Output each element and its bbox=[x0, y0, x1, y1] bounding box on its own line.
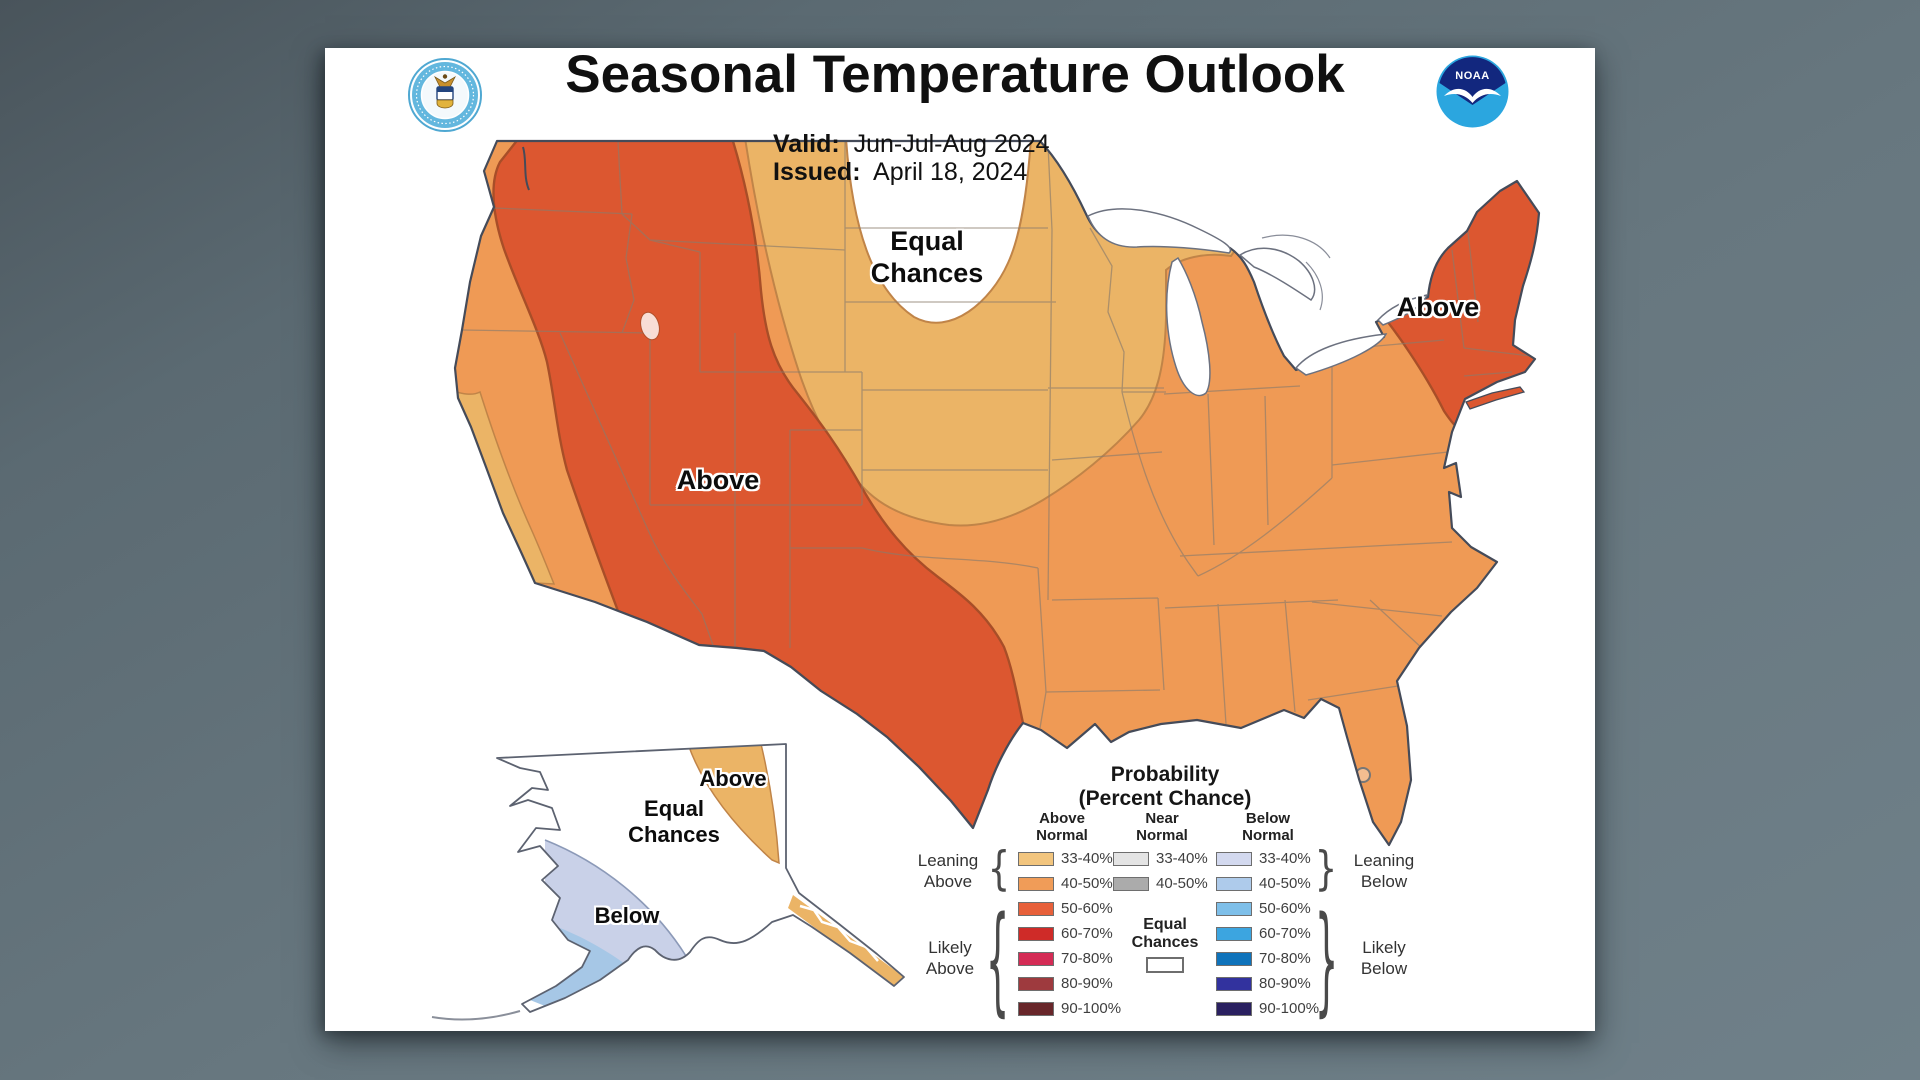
likely-above-brace: { bbox=[985, 890, 1010, 1028]
department-of-commerce-seal-icon bbox=[408, 58, 482, 132]
issued-value: April 18, 2024 bbox=[873, 158, 1028, 186]
lake-superior bbox=[1087, 208, 1232, 254]
great-lakes bbox=[1087, 208, 1429, 397]
legend-leaning-above-label: Leaning Above bbox=[917, 851, 979, 891]
state-borders bbox=[461, 141, 1531, 729]
legend-row: 50-60% bbox=[1018, 896, 1113, 921]
swatch-above-50-60 bbox=[1018, 901, 1054, 916]
legend-row: 60-70% bbox=[1018, 921, 1113, 946]
canada-shoreline-detail bbox=[1261, 234, 1331, 311]
map-label-northeast-above: Above bbox=[1396, 292, 1480, 323]
alaska-above-33-40-wedge bbox=[686, 744, 780, 865]
long-island bbox=[1465, 386, 1526, 410]
swatch-below-60-70 bbox=[1216, 926, 1252, 941]
legend-row: 80-90% bbox=[1018, 971, 1113, 996]
legend-leaning-below-label: Leaning Below bbox=[1353, 851, 1415, 891]
alaska-region-fills bbox=[497, 744, 904, 1012]
alaska-outline bbox=[496, 743, 905, 1013]
issued-line: Issued: April 18, 2024 bbox=[773, 158, 1027, 187]
legend-row: 90-100% bbox=[1018, 996, 1121, 1021]
legend-likely-above-label: Likely Above bbox=[925, 938, 975, 978]
map-label-west-above: Above bbox=[676, 465, 760, 496]
swatch-above-40-50 bbox=[1018, 876, 1054, 891]
legend-header-near-normal: Near Normal bbox=[1136, 810, 1188, 844]
legend-row: 50-60% bbox=[1216, 896, 1311, 921]
noaa-logo-text: NOAA bbox=[1455, 70, 1489, 82]
lake-erie bbox=[1294, 333, 1388, 376]
page-title: Seasonal Temperature Outlook bbox=[565, 45, 1345, 104]
legend-row: 40-50% bbox=[1216, 871, 1311, 896]
swatch-above-60-70 bbox=[1018, 926, 1054, 941]
leaning-above-brace: { bbox=[987, 842, 1011, 897]
lake-michigan bbox=[1165, 256, 1211, 397]
swatch-below-33-40 bbox=[1216, 851, 1252, 866]
legend-row: 60-70% bbox=[1216, 921, 1311, 946]
legend-row: 70-80% bbox=[1018, 946, 1113, 971]
issued-label: Issued: bbox=[773, 158, 861, 186]
legend-row: 33-40% bbox=[1216, 846, 1311, 871]
legend-equal-chances-label: Equal Chances bbox=[1131, 916, 1199, 951]
legend-equal-chances-swatch bbox=[1146, 957, 1184, 973]
legend-row: 40-50% bbox=[1113, 871, 1208, 896]
legend-title: Probability (Percent Chance) bbox=[1078, 763, 1252, 810]
legend-header-above-normal: Above Normal bbox=[1036, 810, 1088, 844]
region-equal-chances-blob bbox=[844, 141, 1033, 324]
noaa-logo-icon: NOAA bbox=[1436, 55, 1509, 128]
likely-below-brace: } bbox=[1314, 890, 1339, 1028]
legend-row: 80-90% bbox=[1216, 971, 1311, 996]
legend-row: 70-80% bbox=[1216, 946, 1311, 971]
lake-ontario bbox=[1376, 293, 1429, 326]
swatch-below-70-80 bbox=[1216, 951, 1252, 966]
legend-row: 33-40% bbox=[1018, 846, 1113, 871]
map-label-alaska-below: Below bbox=[594, 903, 660, 929]
map-label-alaska-equal-chances: Equal Chances bbox=[628, 796, 720, 847]
swatch-below-90-100 bbox=[1216, 1001, 1252, 1016]
puget-sound bbox=[522, 146, 530, 191]
swatch-below-50-60 bbox=[1216, 901, 1252, 916]
lake-huron bbox=[1238, 247, 1316, 302]
alaska-panhandle-mountains bbox=[799, 904, 879, 962]
swatch-above-90-100 bbox=[1018, 1001, 1054, 1016]
legend-row: 40-50% bbox=[1018, 871, 1113, 896]
valid-label: Valid: bbox=[773, 130, 840, 158]
legend-row: 33-40% bbox=[1113, 846, 1208, 871]
swatch-above-80-90 bbox=[1018, 976, 1054, 991]
map-label-alaska-above: Above bbox=[699, 766, 767, 792]
valid-line: Valid: Jun-Jul-Aug 2024 bbox=[773, 130, 1050, 159]
great-salt-lake bbox=[640, 311, 660, 341]
legend-row: 90-100% bbox=[1216, 996, 1319, 1021]
aleutian-islands-arc bbox=[431, 1010, 521, 1021]
swatch-above-33-40 bbox=[1018, 851, 1054, 866]
swatch-above-70-80 bbox=[1018, 951, 1054, 966]
swatch-near-33-40 bbox=[1113, 851, 1149, 866]
swatch-near-40-50 bbox=[1113, 876, 1149, 891]
swatch-below-80-90 bbox=[1216, 976, 1252, 991]
map-label-north-equal-chances: Equal Chances bbox=[870, 226, 984, 288]
legend-likely-below-label: Likely Below bbox=[1360, 938, 1408, 978]
alaska-panhandle bbox=[788, 895, 904, 986]
leaning-below-brace: } bbox=[1314, 842, 1338, 897]
swatch-below-40-50 bbox=[1216, 876, 1252, 891]
alaska-below-boundary bbox=[544, 839, 687, 957]
legend-header-below-normal: Below Normal bbox=[1242, 810, 1294, 844]
valid-value: Jun-Jul-Aug 2024 bbox=[853, 130, 1050, 158]
